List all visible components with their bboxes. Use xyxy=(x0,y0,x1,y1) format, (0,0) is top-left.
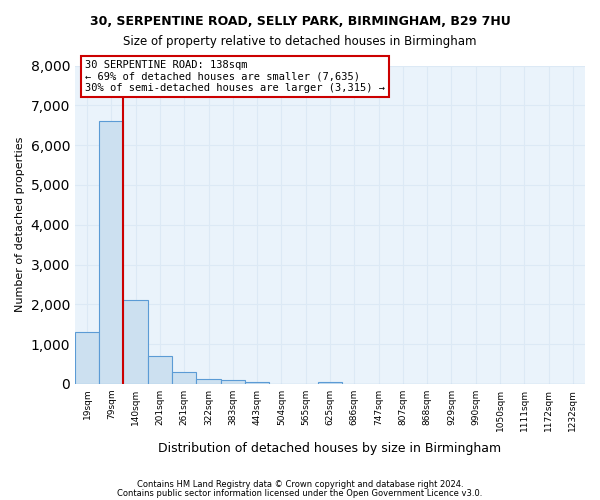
Bar xyxy=(172,372,196,384)
Bar xyxy=(245,382,269,384)
Bar xyxy=(221,380,245,384)
Text: 30, SERPENTINE ROAD, SELLY PARK, BIRMINGHAM, B29 7HU: 30, SERPENTINE ROAD, SELLY PARK, BIRMING… xyxy=(89,15,511,28)
Bar xyxy=(318,382,342,384)
Bar xyxy=(196,378,221,384)
Text: Size of property relative to detached houses in Birmingham: Size of property relative to detached ho… xyxy=(123,35,477,48)
Y-axis label: Number of detached properties: Number of detached properties xyxy=(15,137,25,312)
Bar xyxy=(99,121,124,384)
Text: Contains public sector information licensed under the Open Government Licence v3: Contains public sector information licen… xyxy=(118,488,482,498)
Bar xyxy=(148,356,172,384)
X-axis label: Distribution of detached houses by size in Birmingham: Distribution of detached houses by size … xyxy=(158,442,502,455)
Text: Contains HM Land Registry data © Crown copyright and database right 2024.: Contains HM Land Registry data © Crown c… xyxy=(137,480,463,489)
Bar xyxy=(124,300,148,384)
Text: 30 SERPENTINE ROAD: 138sqm
← 69% of detached houses are smaller (7,635)
30% of s: 30 SERPENTINE ROAD: 138sqm ← 69% of deta… xyxy=(85,60,385,93)
Bar xyxy=(75,332,99,384)
